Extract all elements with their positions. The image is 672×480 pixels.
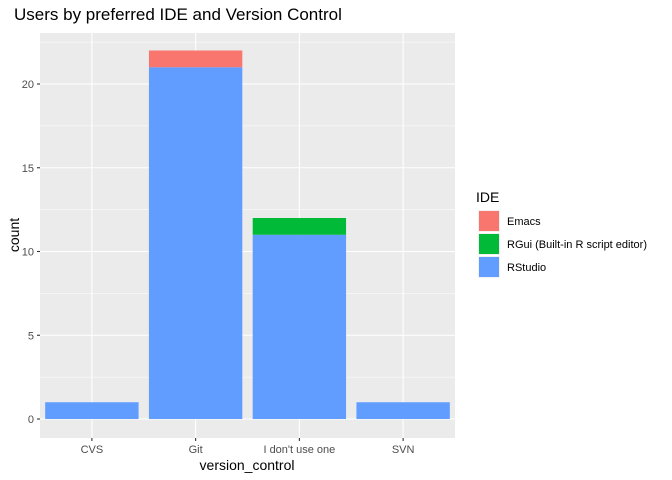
bars (45, 50, 450, 419)
bar-segment (148, 67, 243, 419)
legend-swatch (479, 257, 499, 277)
x-tick-label: CVS (81, 444, 104, 456)
x-tick-label: Git (189, 444, 203, 456)
bar-segment (148, 50, 243, 68)
y-tick-label: 5 (28, 330, 34, 342)
x-tick-label: I don't use one (263, 444, 335, 456)
chart-title: Users by preferred IDE and Version Contr… (14, 5, 342, 24)
y-tick-label: 15 (22, 163, 34, 175)
plot-panel (40, 33, 455, 438)
bar-segment (45, 402, 139, 419)
legend: IDE Emacs RGui (Built-in R script editor)… (476, 189, 647, 278)
y-axis: 0 5 10 15 20 (22, 79, 40, 426)
x-tick-label: SVN (392, 444, 415, 456)
legend-swatch (479, 234, 499, 254)
legend-title: IDE (476, 189, 499, 205)
y-tick-label: 10 (22, 247, 34, 259)
bar-segment (252, 218, 347, 235)
legend-label: RGui (Built-in R script editor) (507, 239, 647, 251)
legend-label: Emacs (507, 216, 541, 228)
legend-label: RStudio (507, 262, 546, 274)
grid-minor (40, 41, 455, 378)
x-axis-title: version_control (200, 457, 295, 473)
y-axis-title: count (6, 218, 22, 252)
bar-segment (356, 402, 450, 419)
y-tick-label: 20 (22, 79, 34, 91)
bar-segment (252, 234, 347, 419)
y-tick-label: 0 (28, 414, 34, 426)
grid-major (40, 33, 455, 438)
x-axis: CVS Git I don't use one SVN (81, 438, 415, 456)
legend-swatch (479, 211, 499, 231)
